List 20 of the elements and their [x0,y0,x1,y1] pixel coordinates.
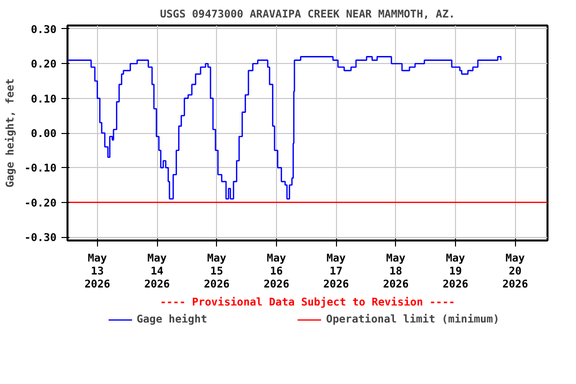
x-tick-label: May 20 2026 [502,252,528,290]
y-tick-label: -0.30 [24,231,56,244]
y-axis-title: Gage height, feet [3,78,16,188]
y-tick-label: -0.20 [24,196,56,210]
y-tick-label: 0.20 [30,58,57,71]
y-tick-label: 0.10 [30,92,57,106]
x-tick-label: May 18 2026 [382,252,409,290]
x-tick-label: May 16 2026 [264,252,290,290]
legend-label: Gage height [136,312,208,326]
x-tick-label: May 15 2026 [204,252,230,290]
x-tick-label: May 13 2026 [84,252,110,290]
x-tick-label: May 14 2026 [144,252,170,290]
legend-label: Operational limit (minimum) [326,312,500,326]
y-tick-label: -0.10 [24,162,56,175]
x-tick-label: May 17 2026 [323,252,349,290]
chart-title: USGS 09473000 ARAVAIPA CREEK NEAR MAMMOTH, AZ. [160,8,456,20]
x-tick-label: May 19 2026 [442,252,468,290]
y-tick-label: 0.30 [30,22,57,36]
y-tick-label: 0.00 [30,127,57,140]
text: ---- Provisional Data Subject to Revision ---- [160,296,456,308]
